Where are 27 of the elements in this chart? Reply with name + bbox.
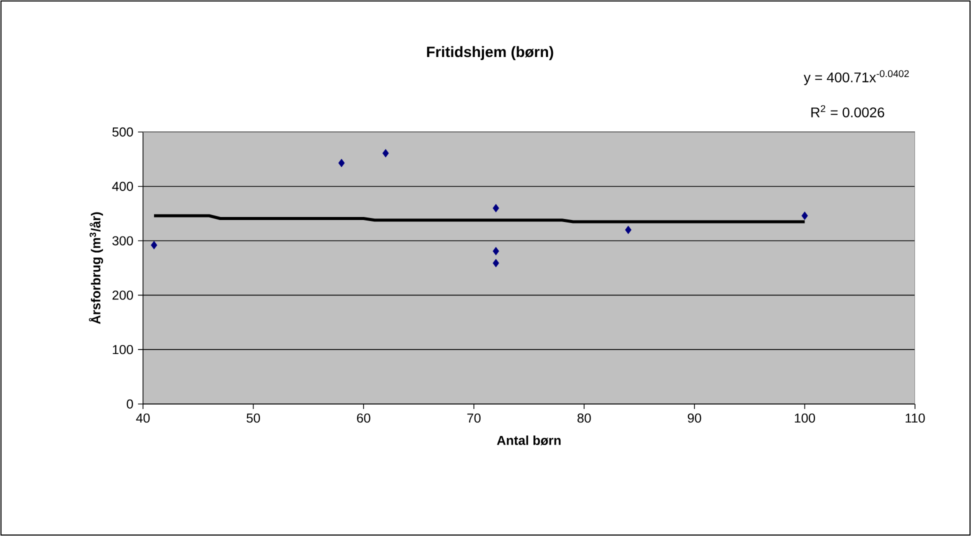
y-axis-title: Årsforbrug (m$^{3}$/år) <box>88 212 104 324</box>
point <box>492 246 500 256</box>
x-tick-label: 90 <box>688 413 702 423</box>
point <box>338 158 345 168</box>
y-tick-label: 200 <box>112 290 133 300</box>
x-tick-label: 50 <box>246 413 260 423</box>
y-tick-label: 300 <box>112 236 133 246</box>
text: R$^{2}$ = 0.0026 <box>811 105 884 118</box>
point <box>492 204 500 212</box>
y-tick-label: 400 <box>112 182 133 191</box>
point <box>492 258 500 268</box>
x-tick-label: 70 <box>467 413 481 423</box>
point <box>150 240 158 250</box>
x-tick-label: 60 <box>357 413 370 423</box>
point <box>625 226 632 234</box>
x-axis-title: Antal børn <box>496 435 561 446</box>
point <box>802 212 808 220</box>
x-tick-label: 40 <box>136 413 150 423</box>
y-tick-label: 0 <box>126 399 133 409</box>
chart-title: Fritidshjem (børn) <box>427 46 554 60</box>
y-tick-label: 500 <box>112 127 133 137</box>
y-tick-label: 100 <box>112 344 133 354</box>
point <box>382 149 389 158</box>
x-tick-label: 80 <box>578 413 591 423</box>
x-tick-label: 100 <box>794 413 816 423</box>
text: y = 400.71x$^{-0.0402}$ <box>804 70 909 86</box>
x-tick-label: 110 <box>906 413 925 423</box>
